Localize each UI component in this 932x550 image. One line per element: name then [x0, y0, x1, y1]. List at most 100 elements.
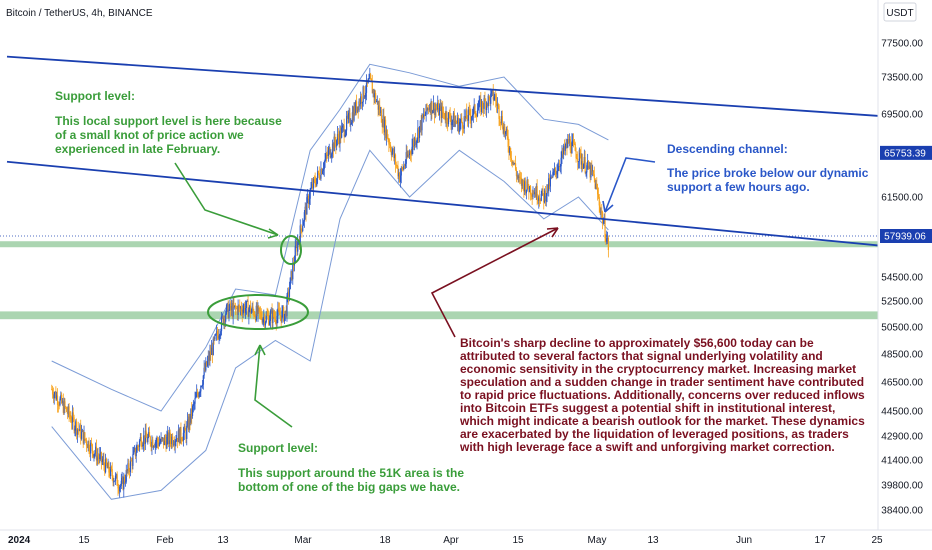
candle [133, 445, 136, 453]
candle [389, 142, 392, 153]
price-axis: 77500.00 73500.00 69500.00 61500.00 54500.00… [877, 0, 932, 530]
candle [327, 145, 329, 162]
support-top-line-1: This local support level is here because [55, 114, 282, 128]
candle [504, 123, 506, 138]
y-tick-label: 42900.00 [881, 432, 923, 443]
candle [86, 444, 88, 449]
candle [179, 426, 181, 444]
candle [461, 113, 463, 124]
candle [192, 399, 194, 413]
candle [383, 107, 385, 136]
candle [191, 402, 193, 425]
candle [172, 440, 175, 447]
candle [396, 164, 398, 169]
candle [444, 110, 446, 124]
candle [151, 435, 153, 455]
candle [291, 271, 293, 281]
candle [142, 442, 144, 450]
x-tick-label: Jun [736, 535, 752, 546]
candle [75, 419, 77, 437]
candle [320, 161, 322, 181]
candle [524, 177, 526, 196]
candle [417, 119, 419, 144]
candle [201, 385, 203, 388]
candle [374, 89, 376, 104]
candle [172, 433, 174, 448]
candle [440, 100, 442, 127]
candle [113, 477, 115, 487]
candle [131, 457, 133, 474]
candle [138, 444, 140, 452]
candle [326, 147, 329, 159]
annotation-analysis: Bitcoin's sharp decline to approximately… [459, 336, 865, 454]
candle [601, 204, 603, 219]
candle [539, 190, 541, 207]
analysis-line-5: to rapid price fluctuations. Additionall… [460, 388, 865, 402]
candle [169, 429, 171, 447]
candle [345, 129, 347, 138]
candle [462, 125, 465, 134]
candle [578, 147, 580, 169]
candle [126, 469, 128, 477]
candle [422, 113, 424, 119]
candle [154, 439, 156, 454]
candle [97, 447, 99, 465]
candle [247, 294, 249, 317]
candle [94, 450, 96, 459]
arrow-support-top [174, 162, 279, 239]
y-tick-label: 44500.00 [881, 407, 923, 418]
candle [325, 145, 327, 162]
y-tick-label: 61500.00 [881, 193, 923, 204]
candle [541, 188, 543, 196]
candle [583, 149, 585, 169]
candle [283, 313, 286, 324]
x-tick-label: 13 [647, 535, 659, 546]
candle [550, 174, 552, 180]
candle [407, 150, 409, 158]
candle [55, 386, 57, 401]
candle [299, 219, 301, 244]
candle [486, 101, 488, 118]
candle [354, 102, 356, 116]
candle [477, 100, 479, 111]
x-tick-label: 15 [78, 535, 90, 546]
candle [495, 93, 498, 113]
candle [305, 202, 307, 222]
candle [63, 397, 65, 415]
candle [567, 133, 569, 149]
candle [399, 168, 402, 188]
candle [223, 315, 225, 330]
candle [290, 269, 292, 284]
candle [51, 385, 54, 399]
candle [99, 446, 101, 464]
candle [442, 100, 444, 118]
candle [393, 145, 395, 162]
candle [446, 111, 448, 129]
candle [378, 100, 380, 116]
candle [514, 162, 516, 165]
x-tick-label: Mar [294, 535, 312, 546]
currency-badge-label: USDT [886, 8, 913, 19]
candle [323, 160, 325, 177]
y-tick-label: 38400.00 [881, 506, 923, 517]
candle [527, 179, 529, 190]
candle [485, 98, 487, 116]
candle [426, 103, 428, 112]
channel-line-2: support a few hours ago. [667, 180, 810, 194]
candle [449, 107, 451, 122]
candle [599, 201, 601, 215]
candle [434, 102, 436, 119]
candle [160, 432, 162, 444]
candle [455, 115, 457, 125]
candle [435, 104, 437, 117]
candle [540, 190, 542, 202]
candle [74, 425, 76, 437]
candle [476, 103, 479, 118]
candle [350, 118, 352, 132]
currency-badge[interactable] [883, 2, 917, 22]
channel-lines [6, 55, 897, 249]
candle [454, 115, 456, 128]
channel-line [6, 160, 897, 249]
candle [557, 162, 559, 179]
candle [388, 137, 390, 153]
